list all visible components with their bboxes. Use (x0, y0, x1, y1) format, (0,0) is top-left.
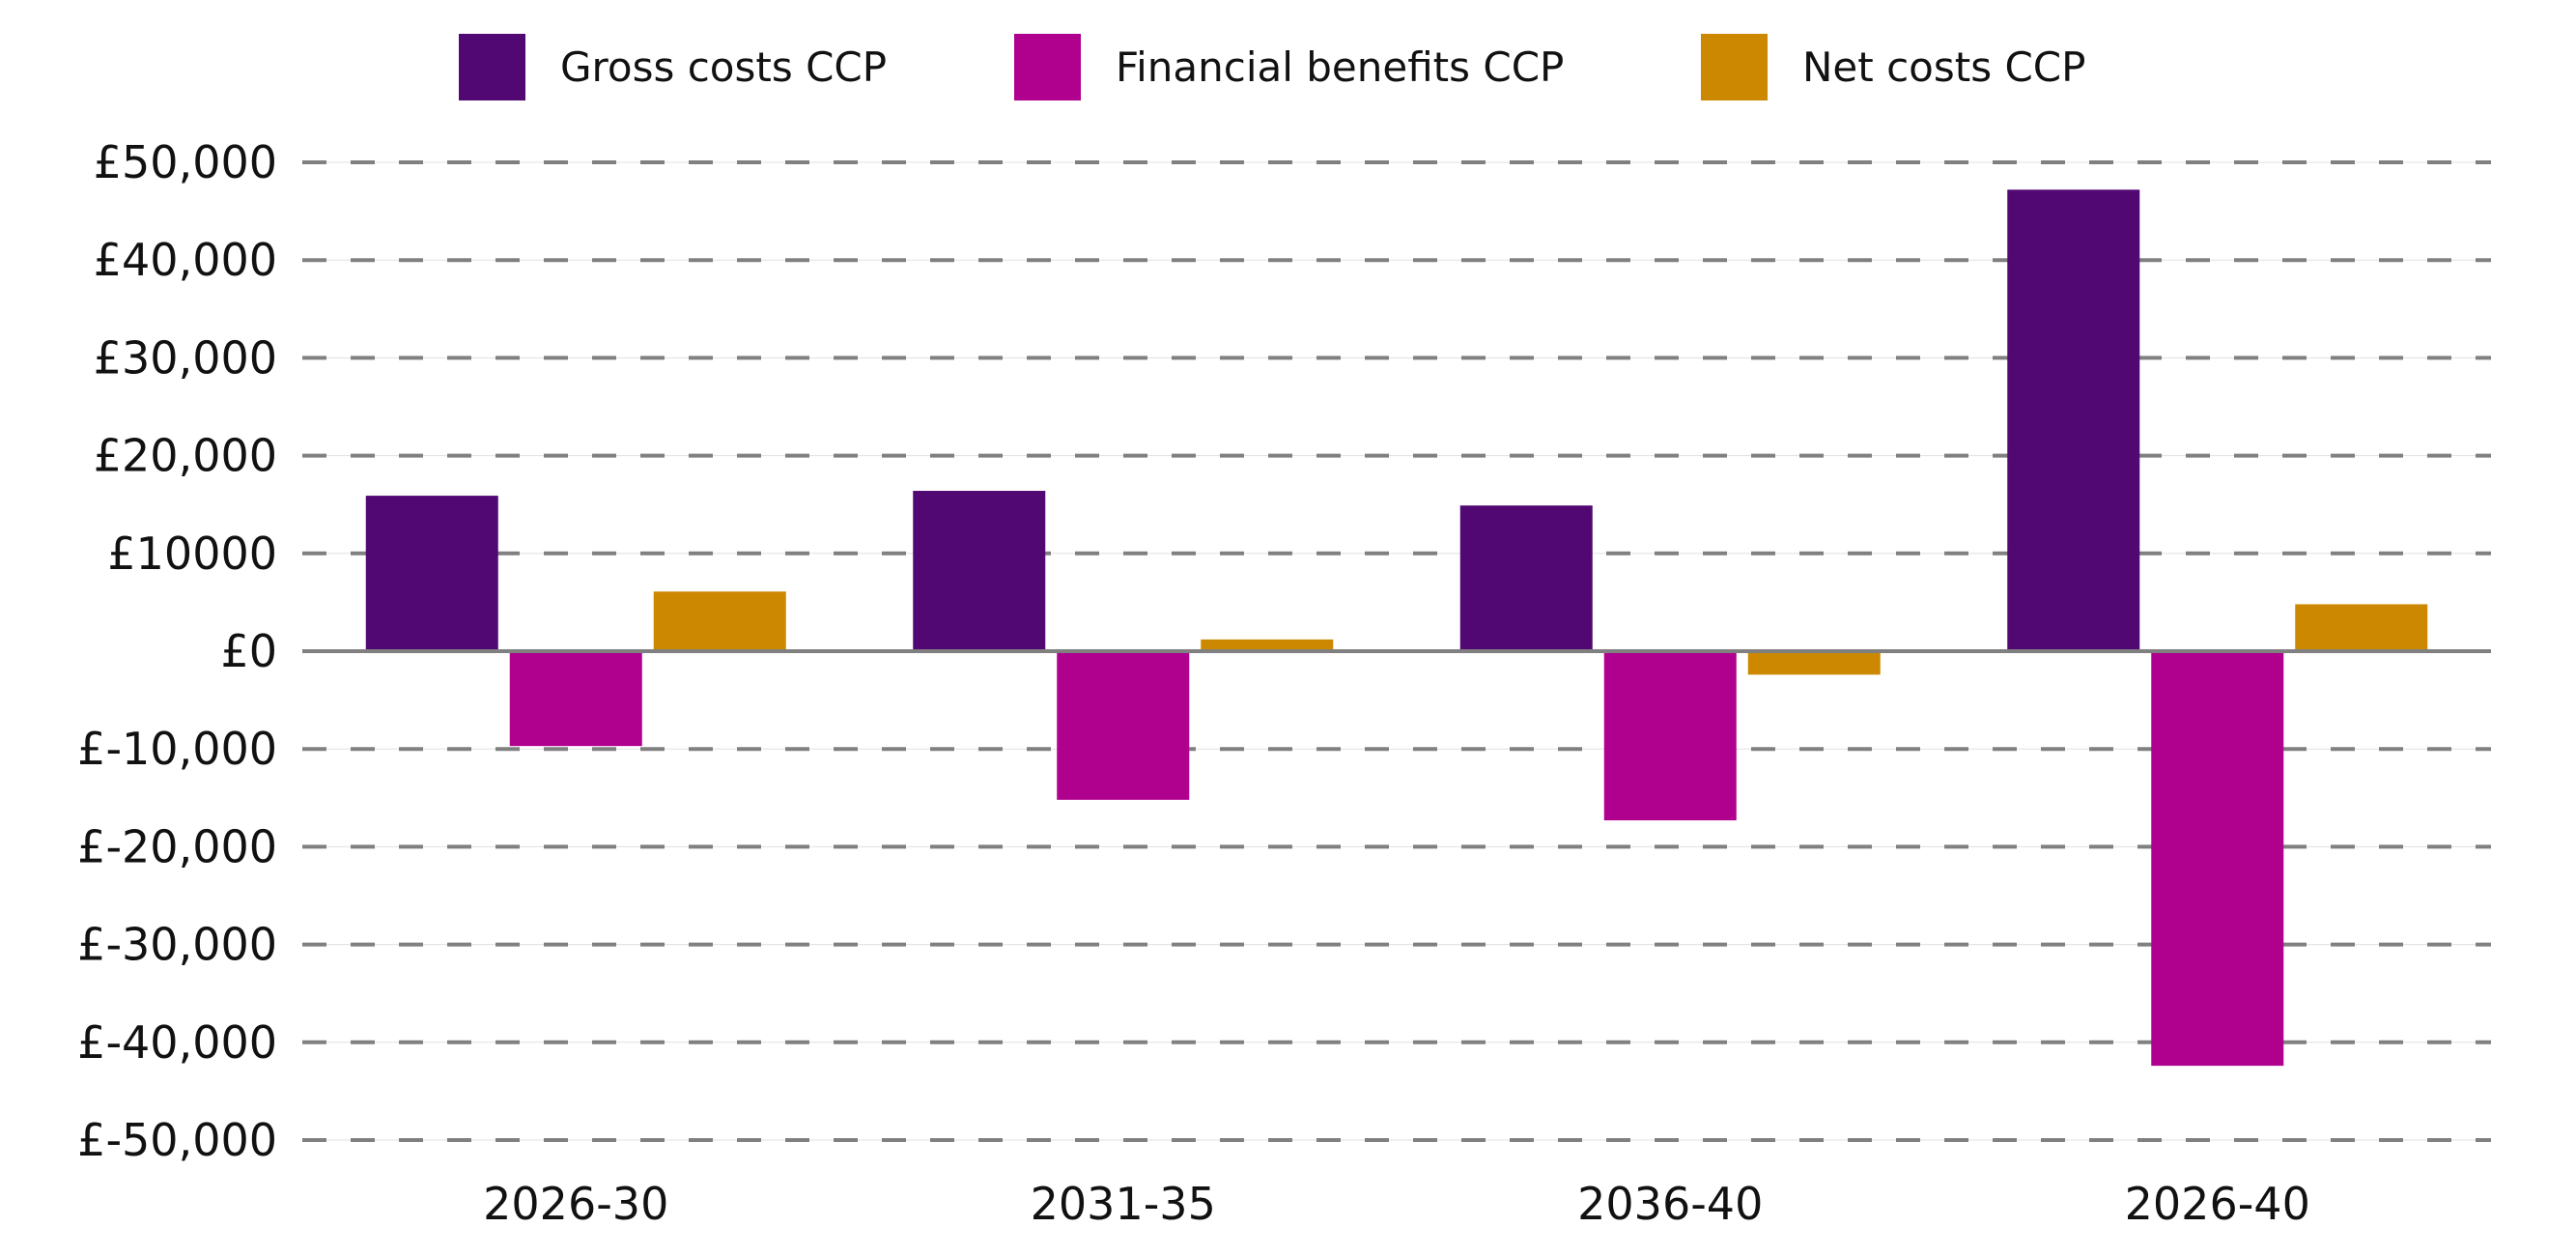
legend-swatch-financial-benefits (1014, 33, 1081, 100)
bar-net-costs-ccp-2036-40 (1747, 651, 1881, 675)
x-tick-label: 2031-35 (1031, 1178, 1216, 1230)
x-tick-label: 2026-30 (483, 1178, 668, 1230)
bar-gross-costs-ccp-2036-40 (1459, 505, 1593, 651)
legend-item-net-costs: Net costs CCP (1701, 33, 2085, 100)
bar-gross-costs-ccp-2026-30 (365, 496, 498, 651)
legend-item-gross-costs: Gross costs CCP (459, 33, 887, 100)
y-tick-label: £10000 (107, 528, 277, 580)
x-tick-label: 2026-40 (2125, 1178, 2310, 1230)
bar-net-costs-ccp-2026-40 (2295, 604, 2428, 651)
legend-label-net-costs: Net costs CCP (1802, 43, 2086, 91)
legend-label-gross-costs: Gross costs CCP (560, 43, 888, 91)
y-tick-label: £50,000 (94, 136, 277, 188)
bar-net-costs-ccp-2026-30 (653, 591, 786, 651)
y-tick-label: £-20,000 (77, 820, 277, 872)
y-tick-label: £0 (220, 625, 277, 677)
legend-item-financial-benefits: Financial benefits CCP (1014, 33, 1564, 100)
bar-gross-costs-ccp-2031-35 (913, 491, 1046, 651)
y-tick-label: £-30,000 (77, 919, 277, 971)
bar-financial-benefits-ccp-2031-35 (1057, 651, 1190, 800)
bar-financial-benefits-ccp-2026-30 (509, 651, 642, 747)
y-tick-label: £-10,000 (77, 723, 277, 775)
y-tick-label: £20,000 (94, 430, 277, 482)
x-tick-label: 2036-40 (1577, 1178, 1763, 1230)
bar-gross-costs-ccp-2026-40 (2007, 189, 2140, 651)
legend: Gross costs CCP Financial benefits CCP N… (0, 33, 2576, 100)
y-tick-label: £-40,000 (77, 1016, 277, 1069)
bar-financial-benefits-ccp-2026-40 (2151, 651, 2284, 1067)
y-tick-label: £-50,000 (77, 1114, 277, 1166)
bar-financial-benefits-ccp-2036-40 (1603, 651, 1737, 821)
y-tick-label: £40,000 (94, 234, 277, 286)
y-tick-label: £30,000 (94, 331, 277, 384)
legend-swatch-net-costs (1701, 33, 1768, 100)
legend-swatch-gross-costs (459, 33, 525, 100)
bar-net-costs-ccp-2031-35 (1201, 639, 1334, 651)
legend-label-financial-benefits: Financial benefits CCP (1116, 43, 1565, 91)
